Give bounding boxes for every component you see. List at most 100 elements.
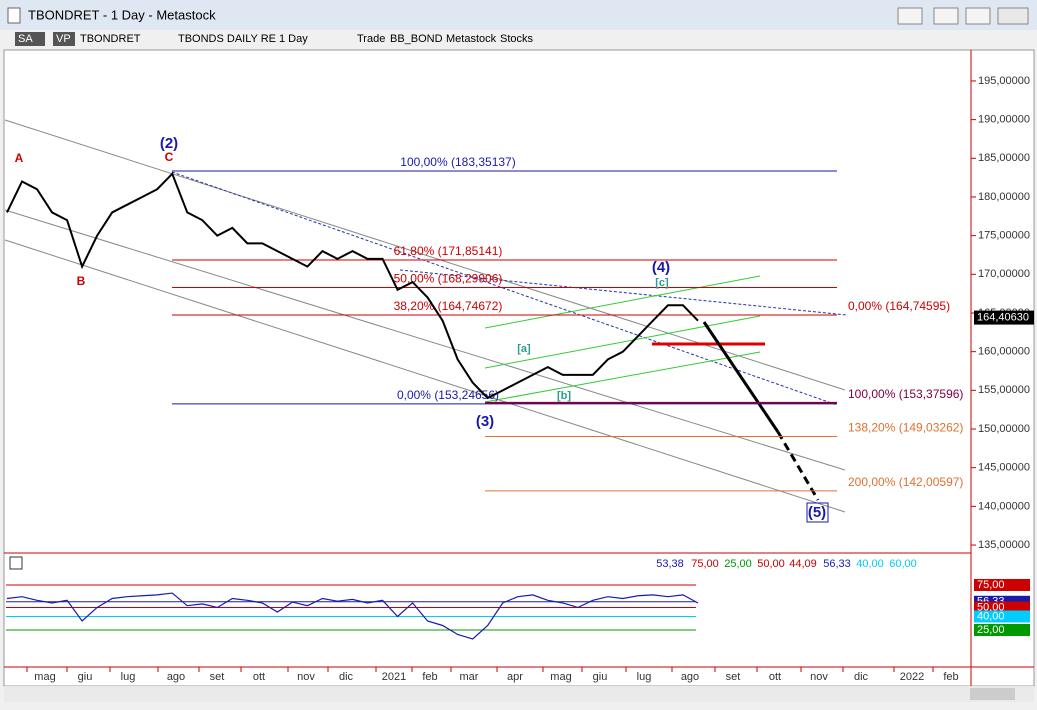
fib-label: 138,20% (149,03262): [848, 421, 963, 435]
wave-channel: [484, 351, 761, 403]
fib-label: 38,20% (164,74672): [394, 299, 503, 313]
wave-label: (5): [808, 504, 826, 521]
wave-label: [c]: [655, 277, 669, 289]
fib-label: 200,00% (142,00597): [848, 475, 963, 489]
wave-label: [b]: [557, 390, 571, 402]
panel-close[interactable]: [9, 556, 23, 570]
indicator-tag-label: 40,00: [977, 610, 1005, 622]
x-tick-label: ago: [167, 671, 185, 683]
toolbar-button[interactable]: [15, 32, 45, 46]
title-bar: [0, 0, 1037, 30]
x-tick-label: lug: [121, 671, 136, 683]
wave-label: (3): [476, 413, 494, 430]
toolbar-button[interactable]: [53, 32, 75, 46]
indicator-tag: [974, 578, 1030, 591]
toolbar-item: BB_BOND: [390, 33, 443, 45]
indicator-value: 40,00: [856, 558, 884, 570]
indicator-value: 60,00: [889, 558, 917, 570]
y-tick-label: 190,00000: [978, 114, 1030, 126]
y-tick-label: 155,00000: [978, 384, 1030, 396]
toolbar-item: VP: [56, 33, 71, 45]
wave-channel: [484, 275, 761, 329]
restore-button[interactable]: [897, 7, 923, 25]
projection: [702, 321, 780, 433]
x-tick-label: lug: [637, 671, 652, 683]
x-tick-label: mar: [460, 671, 479, 683]
y-tick-label: 185,00000: [978, 152, 1030, 164]
indicator-line: [6, 592, 699, 640]
price-line: [6, 171, 699, 400]
x-tick-label: dic: [854, 671, 869, 683]
x-tick-label: mag: [550, 671, 571, 683]
scrollbar[interactable]: [4, 686, 1034, 702]
indicator-value: 75,00: [691, 558, 719, 570]
wave-label: [a]: [517, 343, 531, 355]
annotations: [4, 119, 848, 523]
fib-label: 100,00% (183,35137): [400, 155, 515, 169]
x-tick-label: feb: [943, 671, 958, 683]
window-title: TBONDRET - 1 Day - Metastock: [28, 7, 216, 22]
toolbar-item: Stocks: [500, 33, 534, 45]
app-icon: [7, 7, 21, 24]
x-tick-label: 2022: [900, 671, 924, 683]
maximize-button[interactable]: [965, 7, 991, 25]
x-tick-label: apr: [507, 671, 523, 683]
x-tick-label: feb: [422, 671, 437, 683]
x-tick-label: giu: [593, 671, 608, 683]
indicator-value: 25,00: [724, 558, 752, 570]
y-tick-label: 140,00000: [978, 500, 1030, 512]
y-tick-label: 170,00000: [978, 268, 1030, 280]
indicator-value: 53,38: [656, 558, 684, 570]
x-tick-label: mag: [34, 671, 55, 683]
x-tick-label: set: [210, 671, 225, 683]
wave-label: B: [77, 274, 86, 288]
chart-area: [3, 49, 1035, 687]
x-tick-label: nov: [810, 671, 828, 683]
fib-label: 0,00% (153,24656): [397, 388, 499, 402]
toolbar-item: Trade: [357, 33, 385, 45]
wave-label: (2): [160, 135, 178, 152]
fib-label: 50,00% (168,29906): [394, 272, 503, 286]
trend-line: [171, 171, 838, 406]
projection: [776, 431, 820, 501]
fib-label: 61,80% (171,85141): [394, 244, 503, 258]
indicator-tag: [974, 623, 1030, 636]
x-tick-label: ago: [681, 671, 699, 683]
wave-channel: [484, 315, 761, 369]
indicator-tag-label: 50,00: [977, 601, 1005, 613]
y-tick-label: 195,00000: [978, 75, 1030, 87]
toolbar-item: Metastock: [446, 33, 497, 45]
y-tick-label: 135,00000: [978, 539, 1030, 551]
y-tick-label: 180,00000: [978, 191, 1030, 203]
toolbar-item: 1 Day: [279, 33, 308, 45]
wave-label: (4): [652, 259, 670, 276]
last-price-label: 164,40630: [977, 311, 1029, 323]
x-tick-label: dic: [339, 671, 354, 683]
minimize-button[interactable]: [933, 7, 959, 25]
y-tick-label: 160,00000: [978, 346, 1030, 358]
wave-box: [806, 502, 829, 523]
x-tick-label: ott: [769, 671, 781, 683]
indicator-value: 50,00: [757, 558, 785, 570]
x-tick-label: giu: [78, 671, 93, 683]
fib-label: 0,00% (164,74595): [848, 299, 950, 313]
wave-label: C: [165, 150, 174, 164]
x-tick-label: nov: [297, 671, 315, 683]
indicator-tag-label: 25,00: [977, 624, 1005, 636]
close-button[interactable]: [997, 7, 1029, 25]
toolbar-item: TBONDRET: [80, 33, 141, 45]
y-tick-label: 150,00000: [978, 423, 1030, 435]
y-tick-label: 145,00000: [978, 462, 1030, 474]
toolbar-item: TBONDS DAILY RE: [178, 33, 276, 45]
fib-label: 100,00% (153,37596): [848, 387, 963, 401]
wave-label: A: [15, 151, 24, 165]
channel-line: [4, 209, 846, 471]
indicator-tag: [974, 601, 1030, 614]
scroll-thumb[interactable]: [970, 688, 1015, 700]
y-tick-label: 175,00000: [978, 230, 1030, 242]
indicator-tag-label: 75,00: [977, 579, 1005, 591]
indicator-value: 44,09: [789, 558, 817, 570]
indicator-value: 56,33: [823, 558, 851, 570]
indicator-tag: [974, 610, 1030, 623]
